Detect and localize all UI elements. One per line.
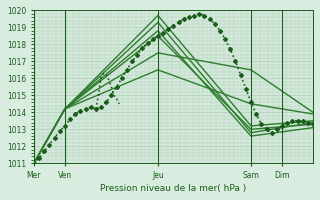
X-axis label: Pression niveau de la mer( hPa ): Pression niveau de la mer( hPa ) (100, 184, 247, 193)
